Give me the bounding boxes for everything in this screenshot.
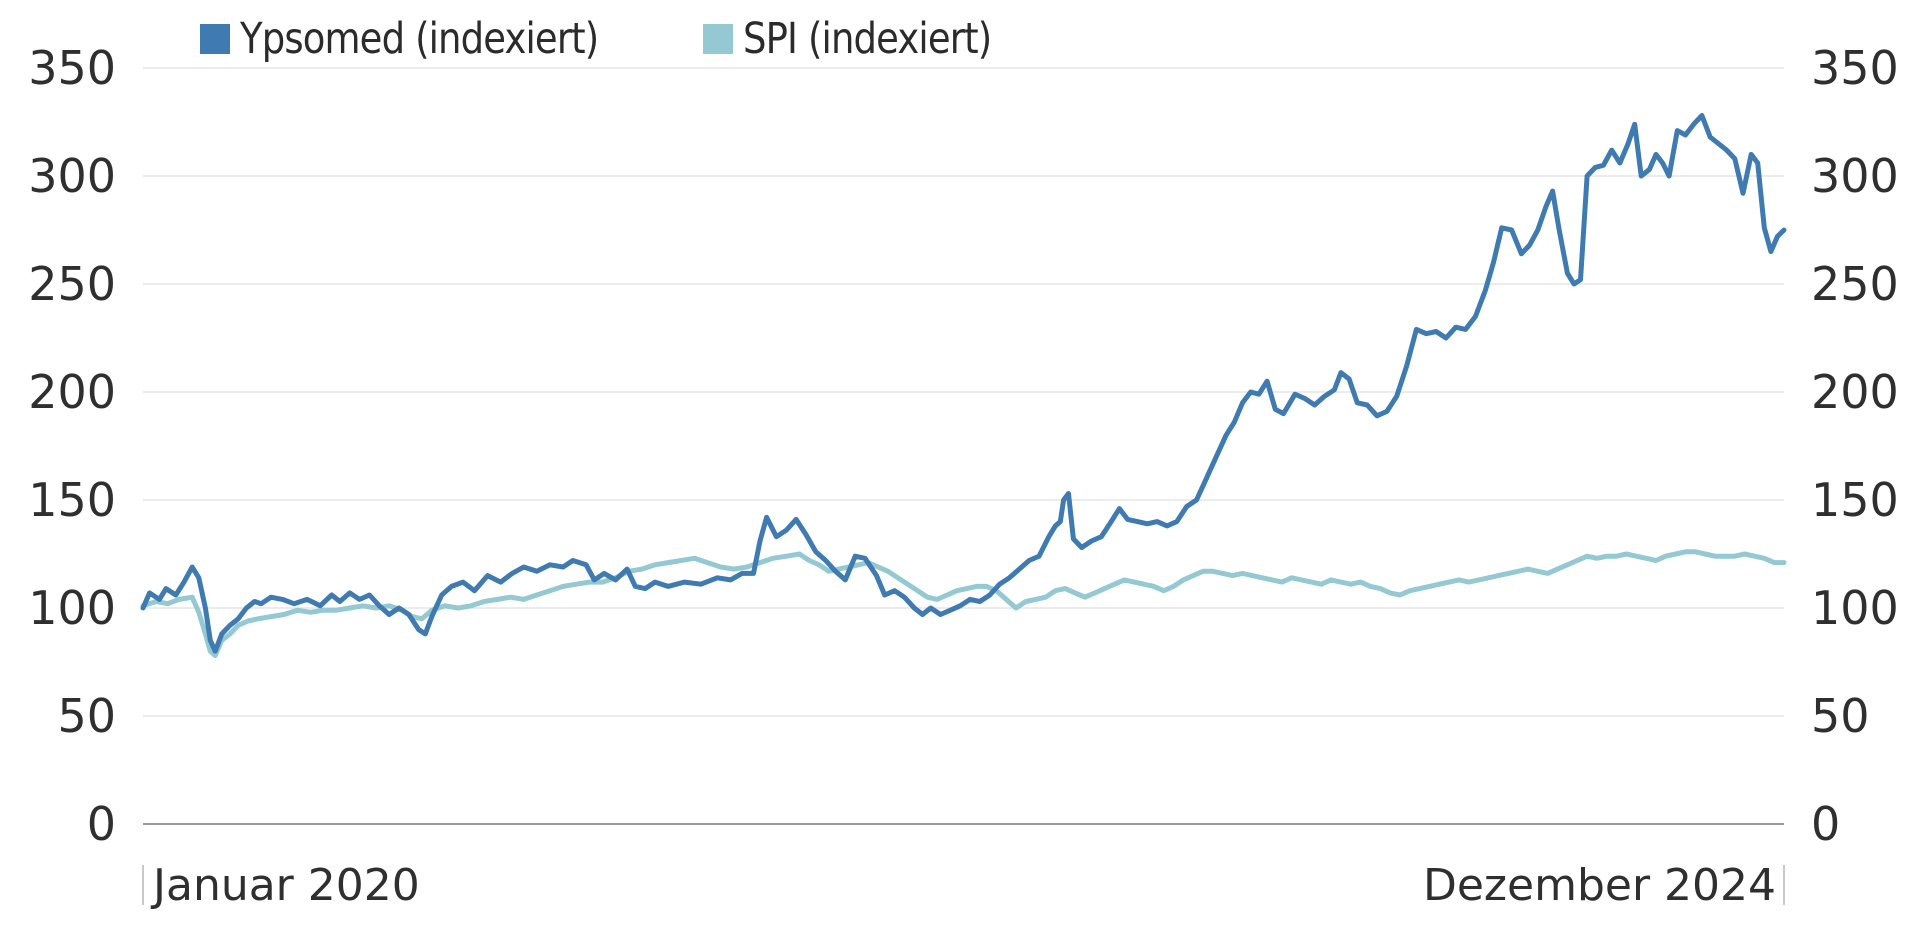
y-tick-label-left: 50 — [57, 689, 116, 743]
y-tick-label-left: 200 — [28, 365, 116, 419]
y-tick-label-left: 300 — [28, 149, 116, 203]
series-lines — [140, 113, 1787, 658]
y-axis-left: 0 50 100 150 200 250 300 350 — [28, 41, 116, 851]
y-tick-label-left: 250 — [28, 257, 116, 311]
y-tick-label-right: 150 — [1811, 473, 1899, 527]
x-axis-end-label: Dezember 2024 — [1423, 860, 1776, 911]
series-line-ypsomed — [140, 113, 1787, 654]
series-line-spi — [140, 549, 1787, 658]
y-tick-label-left: 150 — [28, 473, 116, 527]
y-tick-label-left: 0 — [87, 797, 116, 851]
x-axis-start-label: Januar 2020 — [150, 860, 420, 911]
grid-lines — [143, 67, 1784, 717]
legend-swatch-spi — [702, 24, 733, 54]
legend-item-ypsomed: Ypsomed (indexiert) — [200, 14, 657, 64]
y-tick-label-left: 350 — [28, 41, 116, 95]
y-tick-label-right: 250 — [1811, 257, 1899, 311]
y-tick-label-right: 200 — [1811, 365, 1899, 419]
y-axis-right: 0 50 100 150 200 250 300 350 — [1811, 41, 1899, 851]
legend-item-spi: SPI (indexiert) — [702, 14, 1032, 64]
y-tick-label-right: 100 — [1811, 581, 1899, 635]
legend-label-spi: SPI (indexiert) — [742, 14, 992, 64]
y-tick-label-right: 50 — [1811, 689, 1870, 743]
legend-label-ypsomed: Ypsomed (indexiert) — [240, 14, 599, 64]
y-tick-label-right: 300 — [1811, 149, 1899, 203]
y-tick-label-right: 350 — [1811, 41, 1899, 95]
y-tick-label-left: 100 — [28, 581, 116, 635]
y-tick-label-right: 0 — [1811, 797, 1840, 851]
legend-swatch-ypsomed — [200, 24, 230, 54]
chart-legend: Ypsomed (indexiert) SPI (indexiert) — [200, 14, 1031, 64]
